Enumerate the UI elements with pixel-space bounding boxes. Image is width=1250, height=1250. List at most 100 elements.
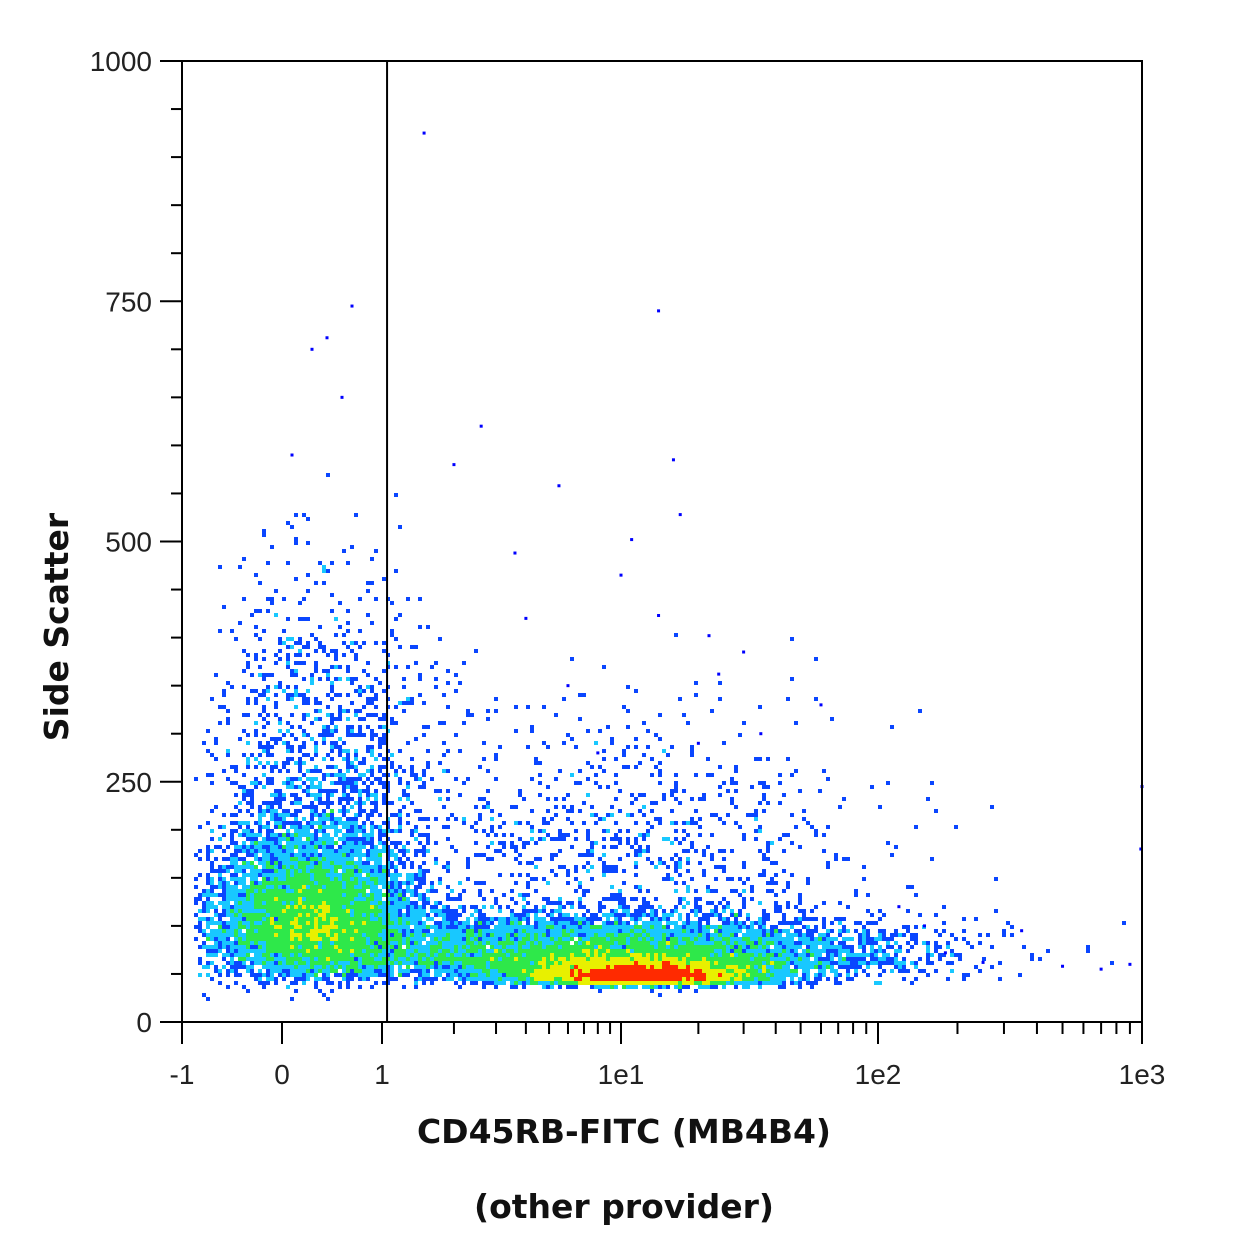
event-density-cell (230, 853, 234, 857)
event-density-cell (770, 941, 774, 945)
event-density-cell (214, 869, 218, 873)
event-density-cell (274, 929, 278, 933)
event-density-cell (534, 937, 538, 941)
event-density-cell (382, 741, 386, 745)
event-density-cell (374, 713, 378, 717)
event-density-cell (870, 953, 874, 957)
event-density-cell (526, 885, 530, 889)
event-density-cell (326, 949, 330, 953)
event-density-cell (454, 777, 458, 781)
event-density-cell (310, 805, 314, 809)
event-density-cell (522, 937, 526, 941)
event-density-cell (466, 941, 470, 945)
event-density-cell (594, 773, 598, 777)
event-density-cell (222, 933, 226, 937)
event-density-cell (254, 729, 258, 733)
event-density-cell (286, 909, 290, 913)
event-density-cell (570, 917, 574, 921)
event-density-cell (478, 921, 482, 925)
event-density-cell (218, 917, 222, 921)
event-density-cell (422, 861, 426, 865)
event-density-cell (670, 949, 674, 953)
event-density-cell (886, 941, 890, 945)
event-density-cell (390, 929, 394, 933)
event-density-cell (222, 965, 226, 969)
event-density-cell (326, 929, 330, 933)
event-density-cell (702, 945, 706, 949)
event-density-cell (686, 941, 690, 945)
event-density-cell (798, 953, 802, 957)
event-density-cell (318, 641, 322, 645)
event-density-cell (398, 945, 402, 949)
event-density-cell (358, 797, 362, 801)
event-density-cell (246, 701, 250, 705)
event-density-cell (286, 949, 290, 953)
event-density-cell (326, 801, 330, 805)
event-density-cell (282, 793, 286, 797)
event-density-cell (250, 845, 254, 849)
event-density-cell (230, 921, 234, 925)
event-density-cell (254, 877, 258, 881)
event-density-cell (286, 645, 290, 649)
event-density-cell (390, 897, 394, 901)
event-density-cell (582, 941, 586, 945)
event-density-cell (346, 769, 350, 773)
event-density-cell (938, 945, 942, 949)
event-density-cell (274, 861, 278, 865)
event-density-cell (322, 901, 326, 905)
event-density-cell (530, 725, 534, 729)
event-density-cell (318, 889, 322, 893)
event-density-cell (654, 909, 658, 913)
event-density-cell (366, 685, 370, 689)
event-density-cell (230, 941, 234, 945)
event-density-cell (398, 961, 402, 965)
event-density-cell (334, 825, 338, 829)
event-density-cell (274, 901, 278, 905)
event-density-cell (770, 937, 774, 941)
event-density-cell (694, 965, 698, 969)
event-density-cell (334, 889, 338, 893)
event-density-cell (374, 881, 378, 885)
event-density-cell (682, 933, 686, 937)
event-density-cell (590, 805, 594, 809)
event-density-cell (258, 665, 262, 669)
event-density-cell (346, 817, 350, 821)
event-density-cell (666, 941, 670, 945)
event-density-cell (890, 945, 894, 949)
event-density-cell (298, 953, 302, 957)
event-density-cell (802, 913, 806, 917)
event-density-cell (530, 937, 534, 941)
event-density-cell (318, 957, 322, 961)
event-density-cell (210, 829, 214, 833)
event-density-cell (370, 961, 374, 965)
event-density-cell (686, 917, 690, 921)
event-density-cell (710, 773, 714, 777)
event-density-cell (382, 945, 386, 949)
event-density-cell (242, 833, 246, 837)
event-density-cell (262, 745, 266, 749)
event-density-cell (846, 957, 850, 961)
event-density-cell (402, 865, 406, 869)
event-density-cell (666, 877, 670, 881)
event-density-cell (562, 805, 566, 809)
event-density-cell (266, 933, 270, 937)
event-density-cell (242, 953, 246, 957)
event-density-cell (278, 865, 282, 869)
event-density-cell (390, 761, 394, 765)
event-density-cell (854, 929, 858, 933)
event-density-cell (682, 829, 686, 833)
event-density-cell (354, 965, 358, 969)
event-density-cell (390, 881, 394, 885)
event-density-cell (454, 929, 458, 933)
event-density-cell (534, 925, 538, 929)
event-density-cell (266, 761, 270, 765)
event-density-cell (578, 809, 582, 813)
event-density-cell (286, 929, 290, 933)
event-density-cell (214, 845, 218, 849)
event-density-cell (378, 933, 382, 937)
event-density-cell (206, 853, 210, 857)
event-density-cell (430, 905, 434, 909)
event-density-cell (270, 845, 274, 849)
event-density-cell (286, 905, 290, 909)
event-density-cell (486, 801, 490, 805)
